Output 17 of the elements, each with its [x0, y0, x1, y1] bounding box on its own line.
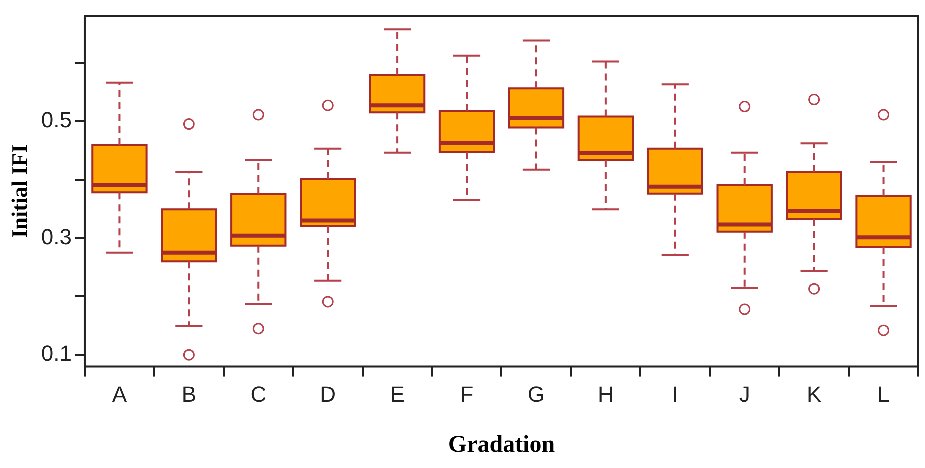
x-tick-label: I [672, 382, 678, 408]
y-axis-title: Initial IFI [6, 144, 32, 238]
y-tick-label: 0.3 [41, 224, 72, 250]
x-tick-label: J [739, 382, 750, 408]
y-tick-label: 0.1 [41, 341, 72, 366]
x-tick-label: K [806, 382, 822, 408]
x-tick-label: C [250, 382, 267, 408]
y-tick-label: 0.5 [41, 107, 72, 132]
x-tick-label: E [390, 382, 405, 408]
x-tick-label: F [460, 382, 474, 408]
x-axis-title: Gradation [448, 432, 556, 458]
x-tick-label: A [112, 382, 128, 408]
x-tick-label: B [182, 382, 197, 408]
x-tick-label: H [598, 382, 614, 408]
x-tick-label: L [878, 382, 890, 408]
x-tick-label: G [528, 382, 546, 408]
x-tick-label: D [320, 382, 336, 408]
